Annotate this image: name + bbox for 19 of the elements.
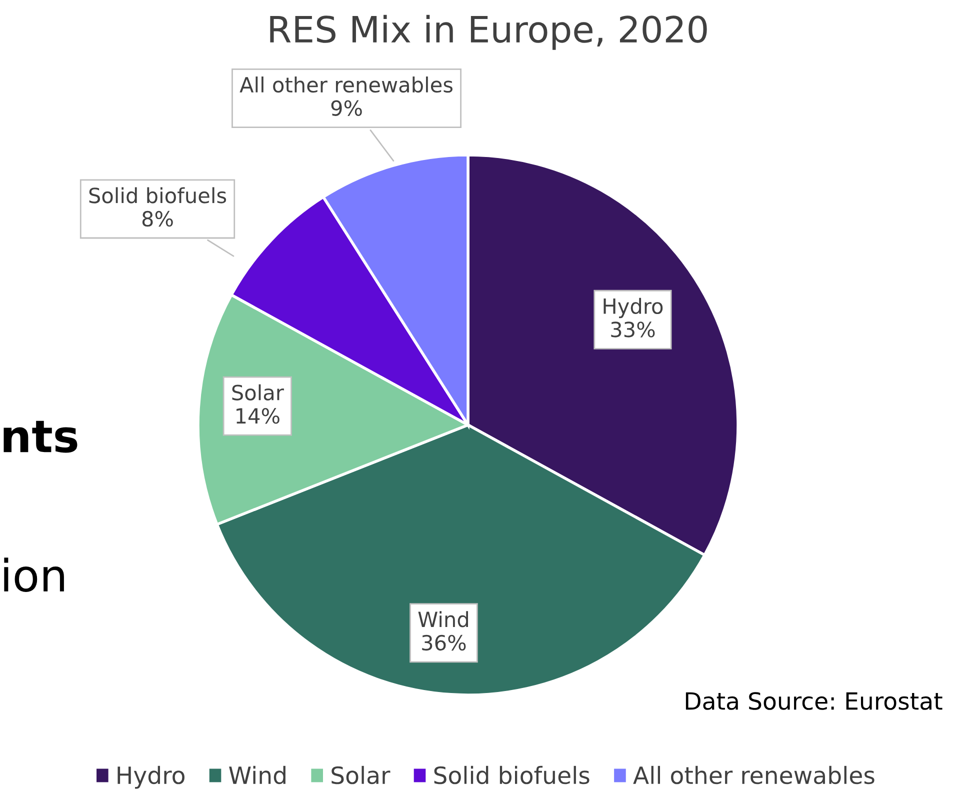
legend-label: Solar: [332, 766, 390, 784]
slice-label: Hydro: [604, 298, 663, 318]
slice-label: All other renewables: [240, 76, 452, 93]
slice-label: Wind: [418, 611, 468, 628]
legend-label: Hydro: [118, 766, 184, 789]
slice-label: Solar: [232, 384, 284, 400]
legend-label: Wind: [229, 766, 286, 784]
legend-label: All other renewables: [633, 766, 874, 784]
slice-label: Solid biofuels: [89, 187, 226, 204]
data-label: 9%: [331, 100, 362, 116]
source-note: Data Source: Eurostat: [686, 692, 942, 710]
text: nts: [4, 420, 78, 453]
data-label: 33%: [611, 322, 655, 338]
chart-title: RES Mix in Europe, 2020: [270, 14, 707, 50]
text: ion: [4, 558, 64, 592]
data-label: 14%: [236, 408, 280, 424]
data-label: 36%: [422, 634, 466, 651]
data-label: 8%: [142, 210, 173, 227]
legend-label: Solid biofuels: [434, 766, 590, 784]
